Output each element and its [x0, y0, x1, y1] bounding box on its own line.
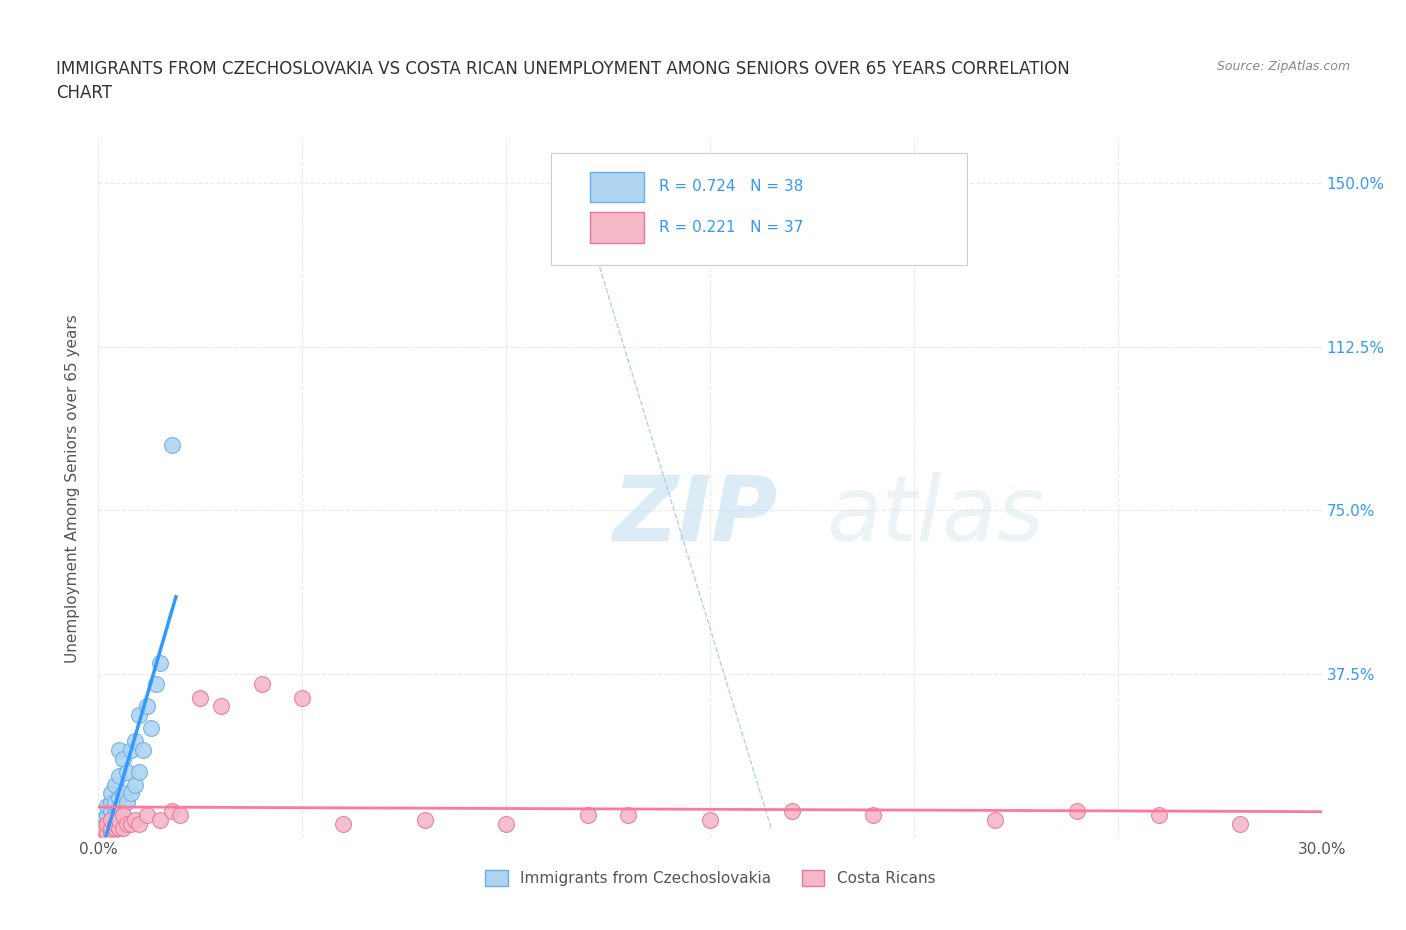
Point — [91, 825, 114, 840]
Point — [141, 721, 163, 736]
Point — [124, 777, 146, 792]
Text: IMMIGRANTS FROM CZECHOSLOVAKIA VS COSTA RICAN UNEMPLOYMENT AMONG SENIORS OVER 65: IMMIGRANTS FROM CZECHOSLOVAKIA VS COSTA … — [56, 60, 1070, 102]
Point — [96, 808, 118, 823]
Y-axis label: Unemployment Among Seniors over 65 years: Unemployment Among Seniors over 65 years — [65, 314, 80, 662]
Point — [91, 812, 114, 827]
Point — [128, 764, 150, 779]
Point — [120, 817, 142, 831]
Point — [149, 656, 172, 671]
Point — [108, 812, 131, 827]
Point — [1147, 808, 1170, 823]
Legend: Immigrants from Czechoslovakia, Costa Ricans: Immigrants from Czechoslovakia, Costa Ri… — [478, 864, 942, 892]
Point — [1066, 804, 1088, 818]
Point — [96, 825, 118, 840]
Point — [104, 777, 127, 792]
Point — [862, 808, 884, 823]
Point — [128, 817, 150, 831]
Point — [108, 768, 131, 783]
Point — [111, 808, 134, 823]
Point — [115, 764, 138, 779]
Point — [160, 804, 183, 818]
Point — [104, 821, 127, 836]
Point — [188, 690, 212, 705]
Point — [100, 821, 122, 836]
Point — [780, 804, 803, 818]
Point — [209, 698, 232, 713]
Text: R = 0.221   N = 37: R = 0.221 N = 37 — [658, 219, 803, 235]
Point — [91, 825, 114, 840]
Text: R = 0.724   N = 38: R = 0.724 N = 38 — [658, 179, 803, 194]
Point — [111, 786, 134, 801]
Point — [111, 821, 134, 836]
Point — [108, 821, 131, 836]
Point — [96, 817, 118, 831]
Point — [699, 812, 721, 827]
Point — [100, 821, 122, 836]
Text: ZIP: ZIP — [612, 472, 778, 560]
Point — [108, 804, 131, 818]
Point — [100, 786, 122, 801]
Point — [617, 808, 640, 823]
Point — [100, 794, 122, 809]
Point — [104, 817, 127, 831]
Point — [120, 786, 142, 801]
Point — [149, 812, 172, 827]
Point — [96, 825, 118, 840]
Point — [136, 698, 159, 713]
Point — [100, 812, 122, 827]
Point — [104, 794, 127, 809]
Point — [96, 817, 118, 831]
Point — [104, 817, 127, 831]
Point — [576, 808, 599, 823]
Point — [132, 742, 155, 757]
Text: Source: ZipAtlas.com: Source: ZipAtlas.com — [1216, 60, 1350, 73]
FancyBboxPatch shape — [591, 172, 644, 203]
Point — [136, 808, 159, 823]
Point — [413, 812, 436, 827]
Point — [91, 821, 114, 836]
Point — [100, 812, 122, 827]
Point — [250, 677, 273, 692]
Point — [169, 808, 191, 823]
Point — [160, 437, 183, 452]
Point — [1229, 817, 1251, 831]
Point — [128, 708, 150, 723]
FancyBboxPatch shape — [551, 153, 967, 265]
Point — [108, 812, 131, 827]
Point — [120, 742, 142, 757]
Point — [111, 751, 134, 766]
Point — [108, 742, 131, 757]
Point — [145, 677, 167, 692]
Point — [124, 734, 146, 749]
Point — [495, 817, 517, 831]
Point — [100, 825, 122, 840]
FancyBboxPatch shape — [591, 212, 644, 243]
Point — [984, 812, 1007, 827]
Text: atlas: atlas — [827, 472, 1045, 560]
Point — [91, 821, 114, 836]
Point — [115, 817, 138, 831]
Point — [104, 808, 127, 823]
Point — [111, 808, 134, 823]
Point — [108, 790, 131, 805]
Point — [124, 812, 146, 827]
Point — [332, 817, 354, 831]
Point — [100, 804, 122, 818]
Point — [96, 799, 118, 814]
Point — [291, 690, 314, 705]
Point — [115, 794, 138, 809]
